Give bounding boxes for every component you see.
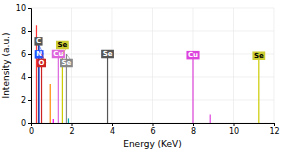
y-tick-mark <box>28 31 31 32</box>
x-tick-label: 2 <box>69 127 74 136</box>
x-tick-label: 10 <box>229 127 239 136</box>
x-tick-label: 6 <box>150 127 155 136</box>
y-tick-mark <box>28 8 31 9</box>
annotation: Cu <box>186 51 199 60</box>
annotation-text: Cu <box>188 51 198 59</box>
grid-line-x <box>274 8 275 123</box>
x-tick: 8 <box>191 123 196 136</box>
x-tick: 4 <box>110 123 115 136</box>
x-tick: 12 <box>269 123 279 136</box>
x-tick-mark <box>72 123 73 126</box>
peaks <box>36 25 258 123</box>
y-tick-mark <box>28 77 31 78</box>
annotation: C <box>34 37 42 46</box>
x-axis-title: Energy (KeV) <box>123 139 182 149</box>
y-tick-label: 6 <box>21 50 26 59</box>
x-axis: 0 2 4 6 8 10 12 <box>29 123 280 136</box>
annotation-box <box>52 50 65 59</box>
y-tick: 0 <box>21 119 31 128</box>
grid <box>31 8 274 123</box>
grid-line-y <box>31 77 274 78</box>
x-tick-mark <box>153 123 154 126</box>
y-tick: 8 <box>21 27 31 36</box>
x-tick-label: 4 <box>110 127 115 136</box>
annotation-text: C <box>36 37 41 45</box>
peak <box>53 119 54 123</box>
grid-line-x <box>152 8 153 123</box>
annotation-box <box>186 51 199 60</box>
annotation: O <box>37 54 46 67</box>
chart: 0 2 4 6 8 10 12 0 2 4 6 8 10 Energy (KeV) Intensity (a… <box>0 0 283 150</box>
x-tick: 6 <box>150 123 155 136</box>
annotation-box <box>35 50 44 59</box>
annotation: Se <box>252 51 265 60</box>
annotation-box <box>60 59 73 68</box>
y-tick: 6 <box>21 50 31 59</box>
y-tick-label: 2 <box>21 96 26 105</box>
x-tick: 2 <box>69 123 74 136</box>
grid-line-x <box>193 8 194 123</box>
y-tick-label: 10 <box>16 4 26 13</box>
annotation-text: N <box>36 50 42 58</box>
annotations: CNOCuSeSeSeCuSe <box>34 37 265 67</box>
grid-line-y <box>31 8 274 9</box>
y-axis: 0 2 4 6 8 10 <box>16 4 32 128</box>
annotation: N <box>35 45 44 58</box>
y-tick: 4 <box>21 73 31 82</box>
annotation-text: Se <box>103 50 113 58</box>
peak <box>107 54 108 123</box>
x-tick-mark <box>112 123 113 126</box>
grid-line-x <box>233 8 234 123</box>
grid-line-y <box>31 54 274 55</box>
x-tick-label: 8 <box>191 127 196 136</box>
peak <box>50 84 51 123</box>
y-tick: 10 <box>16 4 31 13</box>
annotation-text: Cu <box>53 50 63 58</box>
annotation-box <box>34 37 42 46</box>
y-tick-label: 8 <box>21 27 26 36</box>
x-tick-mark <box>193 123 194 126</box>
x-tick-label: 12 <box>269 127 279 136</box>
annotation-text: O <box>39 59 45 67</box>
x-tick-label: 0 <box>29 127 34 136</box>
grid-line-y <box>31 31 274 32</box>
x-tick-mark <box>274 123 275 126</box>
annotation-box <box>252 51 265 60</box>
annotation-text: Se <box>57 41 67 49</box>
annotation-text: Se <box>62 59 72 67</box>
y-tick-mark <box>28 54 31 55</box>
annotation-text: Se <box>254 52 264 60</box>
y-tick-mark <box>28 100 31 101</box>
annotation: Se <box>60 54 73 67</box>
x-tick: 10 <box>229 123 239 136</box>
annotation: Se <box>56 41 69 54</box>
y-axis-line <box>28 9 32 124</box>
annotation: Cu <box>52 50 65 59</box>
y-axis-title: Intensity (a.u.) <box>1 33 11 99</box>
y-tick: 2 <box>21 96 31 105</box>
annotation-box <box>56 41 69 50</box>
peak <box>258 56 259 123</box>
grid-line-y <box>31 100 274 101</box>
annotation: Se <box>101 50 114 59</box>
peak <box>210 114 211 123</box>
peak <box>68 118 69 123</box>
x-tick: 0 <box>29 123 34 136</box>
peak <box>192 55 193 123</box>
y-tick-mark <box>28 123 31 124</box>
annotation-box <box>101 50 114 59</box>
x-axis-line <box>32 124 275 127</box>
grid-line-x <box>112 8 113 123</box>
annotation-box <box>37 59 46 68</box>
x-tick-mark <box>234 123 235 126</box>
peak <box>58 54 59 123</box>
y-tick-label: 0 <box>21 119 26 128</box>
y-tick-label: 4 <box>21 73 26 82</box>
